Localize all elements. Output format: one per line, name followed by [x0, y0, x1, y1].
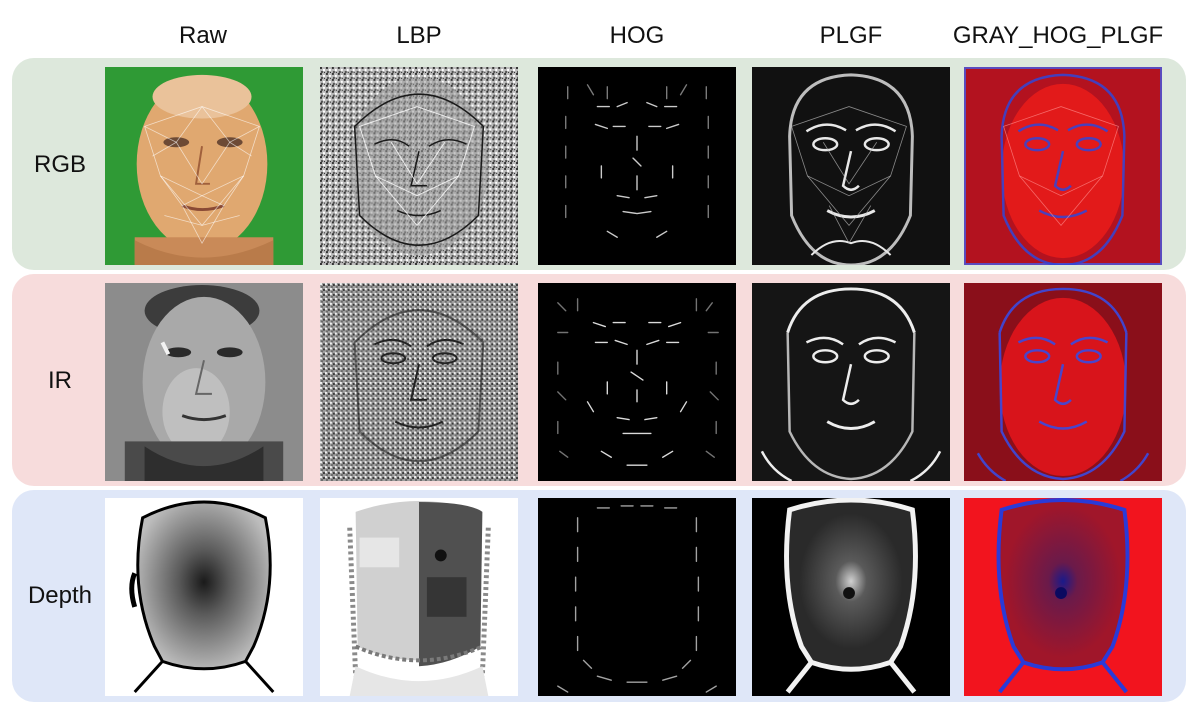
row-label-depth: Depth — [27, 582, 93, 609]
image-rgb-gray-hog-plgf — [964, 67, 1162, 265]
image-depth-gray-hog-plgf — [964, 498, 1162, 696]
image-ir-hog — [538, 283, 736, 481]
row-label-rgb: RGB — [33, 151, 86, 178]
image-ir-plgf — [752, 283, 950, 481]
image-rgb-lbp — [320, 67, 518, 265]
image-depth-plgf — [752, 498, 950, 696]
image-ir-lbp — [320, 283, 518, 481]
image-depth-raw — [105, 498, 303, 696]
column-header-gray-hog-plgf: GRAY_HOG_PLGF — [952, 22, 1164, 49]
column-header-raw: Raw — [178, 22, 227, 49]
column-header-hog: HOG — [609, 22, 665, 49]
image-depth-hog — [538, 498, 736, 696]
row-label-ir: IR — [48, 367, 72, 394]
image-rgb-plgf — [752, 67, 950, 265]
image-rgb-hog — [538, 67, 736, 265]
image-depth-lbp — [320, 498, 518, 696]
image-rgb-raw — [105, 67, 303, 265]
image-ir-raw — [105, 283, 303, 481]
column-header-plgf: PLGF — [819, 22, 883, 49]
image-ir-gray-hog-plgf — [964, 283, 1162, 481]
column-header-lbp: LBP — [396, 22, 442, 49]
